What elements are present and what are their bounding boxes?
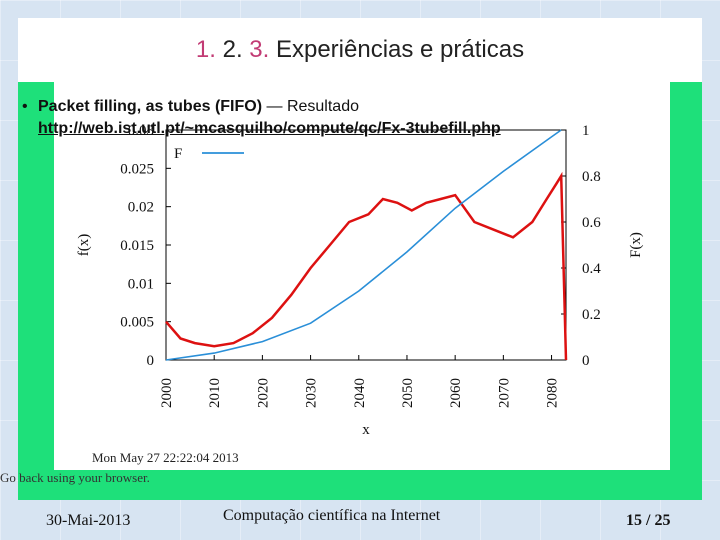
slide-title: 1. 2. 3. Experiências e práticas (196, 36, 524, 64)
title-num-2: 2. (222, 36, 243, 63)
x-tick-label: 2080 (545, 378, 561, 408)
y-left-tick-label: 0.03 (128, 123, 154, 139)
footer-date: 30-Mai-2013 (46, 512, 131, 529)
y-right-tick-label: 0.6 (582, 215, 601, 231)
bullet-dot-icon: • (22, 98, 28, 115)
y-right-axis-label: F(x) (628, 232, 644, 258)
x-axis-label: x (362, 422, 370, 438)
y-left-tick-label: 0.015 (120, 238, 154, 254)
y-left-tick-label: 0.01 (128, 276, 154, 292)
x-tick-label: 2040 (352, 378, 368, 408)
y-left-tick-label: 0 (147, 353, 155, 369)
bullet-rest-text: — Resultado (262, 98, 359, 115)
chart: 2000 2010 2020 2030 2040 2050 2060 2070 2080 0 0.0… (76, 123, 644, 465)
title-bar: 1. 2. 3. Experiências e práticas (18, 18, 702, 82)
chart-timestamp: Mon May 27 22:22:04 2013 (92, 450, 239, 465)
y-right-tick-label: 1 (582, 123, 590, 139)
legend-label: F (174, 146, 182, 162)
bullet-bold-text: Packet filling, as tubes (FIFO) (38, 98, 263, 115)
plot-frame (165, 129, 567, 361)
title-num-3: 3. (249, 36, 270, 63)
x-tick-label: 2030 (304, 378, 320, 408)
footer-center: Computação científica na Internet (223, 507, 441, 524)
y-left-tick-label: 0.005 (120, 315, 154, 331)
y-right-tick-label: 0.4 (582, 261, 601, 277)
series-f-line (165, 171, 568, 361)
y-left-tick-label: 0.02 (128, 200, 154, 216)
x-tick-label: 2050 (400, 378, 416, 408)
x-tick-label: 2000 (159, 378, 175, 408)
y-right-tick-label: 0.8 (582, 169, 601, 185)
x-tick-label: 2010 (207, 378, 223, 408)
source-link[interactable]: http://web.ist.utl.pt/~mcasquilho/comput… (38, 120, 501, 137)
go-back-text: Go back using your browser. (0, 470, 150, 485)
y-left-axis-label: f(x) (76, 234, 92, 257)
plot-image: 2000 2010 2020 2030 2040 2050 2060 2070 2080 0 0.0… (54, 82, 670, 470)
x-tick-label: 2070 (496, 378, 512, 408)
x-tick-label: 2060 (448, 378, 464, 408)
title-text: Experiências e práticas (275, 36, 525, 63)
y-right-tick-label: 0.2 (582, 307, 601, 323)
y-left-tick-label: 0.025 (120, 161, 154, 177)
x-tick-label: 2020 (255, 378, 271, 408)
y-right-tick-label: 0 (582, 353, 590, 369)
footer-page-number: 15 / 25 (626, 512, 671, 529)
bullet-line: • Packet filling, as tubes (FIFO) — Resul… (22, 96, 359, 118)
title-num-1: 1. (195, 36, 216, 63)
series-F-line (165, 129, 562, 361)
